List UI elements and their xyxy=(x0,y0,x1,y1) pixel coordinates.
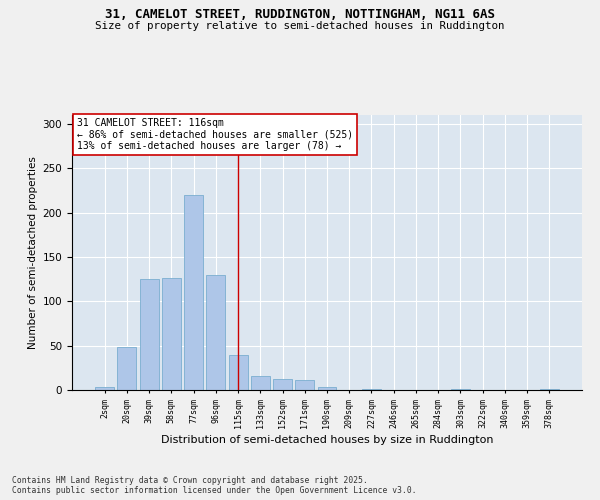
Bar xyxy=(295,380,314,390)
Bar xyxy=(162,278,181,390)
Bar xyxy=(362,389,381,390)
Text: 31 CAMELOT STREET: 116sqm
← 86% of semi-detached houses are smaller (525)
13% of: 31 CAMELOT STREET: 116sqm ← 86% of semi-… xyxy=(77,118,353,151)
Bar xyxy=(317,388,337,390)
Bar xyxy=(540,389,559,390)
X-axis label: Distribution of semi-detached houses by size in Ruddington: Distribution of semi-detached houses by … xyxy=(161,434,493,444)
Bar xyxy=(229,354,248,390)
Text: Contains HM Land Registry data © Crown copyright and database right 2025.
Contai: Contains HM Land Registry data © Crown c… xyxy=(12,476,416,495)
Text: Size of property relative to semi-detached houses in Ruddington: Size of property relative to semi-detach… xyxy=(95,21,505,31)
Bar xyxy=(251,376,270,390)
Bar xyxy=(118,348,136,390)
Bar xyxy=(273,380,292,390)
Bar xyxy=(95,388,114,390)
Bar xyxy=(184,195,203,390)
Bar xyxy=(140,279,158,390)
Bar xyxy=(451,389,470,390)
Y-axis label: Number of semi-detached properties: Number of semi-detached properties xyxy=(28,156,38,349)
Bar xyxy=(206,274,225,390)
Text: 31, CAMELOT STREET, RUDDINGTON, NOTTINGHAM, NG11 6AS: 31, CAMELOT STREET, RUDDINGTON, NOTTINGH… xyxy=(105,8,495,20)
